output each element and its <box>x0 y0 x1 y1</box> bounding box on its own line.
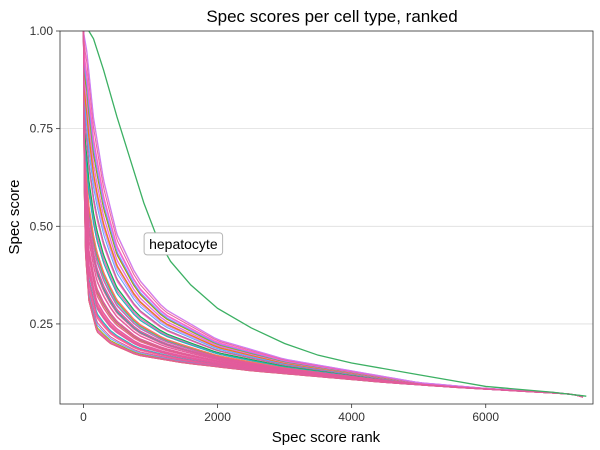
y-tick-label: 0.25 <box>30 317 54 331</box>
hepatocyte-annotation: hepatocyte <box>143 232 224 256</box>
y-tick-label: 1.00 <box>30 24 54 38</box>
x-tick-label: 4000 <box>338 410 365 424</box>
x-axis-ticks: 0 2000 4000 6000 <box>80 404 499 424</box>
annotation-label: hepatocyte <box>149 236 218 252</box>
y-tick-label: 0.75 <box>30 122 54 136</box>
x-tick-label: 0 <box>80 410 87 424</box>
chart-title: Spec scores per cell type, ranked <box>206 7 457 26</box>
cell-type-series-lines <box>82 30 584 398</box>
cell-type-line <box>82 30 584 397</box>
y-axis-ticks: 0.25 0.50 0.75 1.00 <box>30 24 60 331</box>
x-tick-label: 6000 <box>472 410 499 424</box>
y-axis-title: Spec score <box>6 179 23 254</box>
annotation-box <box>143 232 224 256</box>
plot-panel-border <box>59 30 594 405</box>
y-tick-label: 0.50 <box>30 219 54 233</box>
hepatocyte-line <box>88 30 587 397</box>
x-tick-label: 2000 <box>204 410 231 424</box>
cell-type-line <box>82 30 584 398</box>
x-axis-title: Spec score rank <box>272 429 381 446</box>
cell-type-line <box>82 30 584 398</box>
hepatocyte-series-line <box>88 30 587 397</box>
